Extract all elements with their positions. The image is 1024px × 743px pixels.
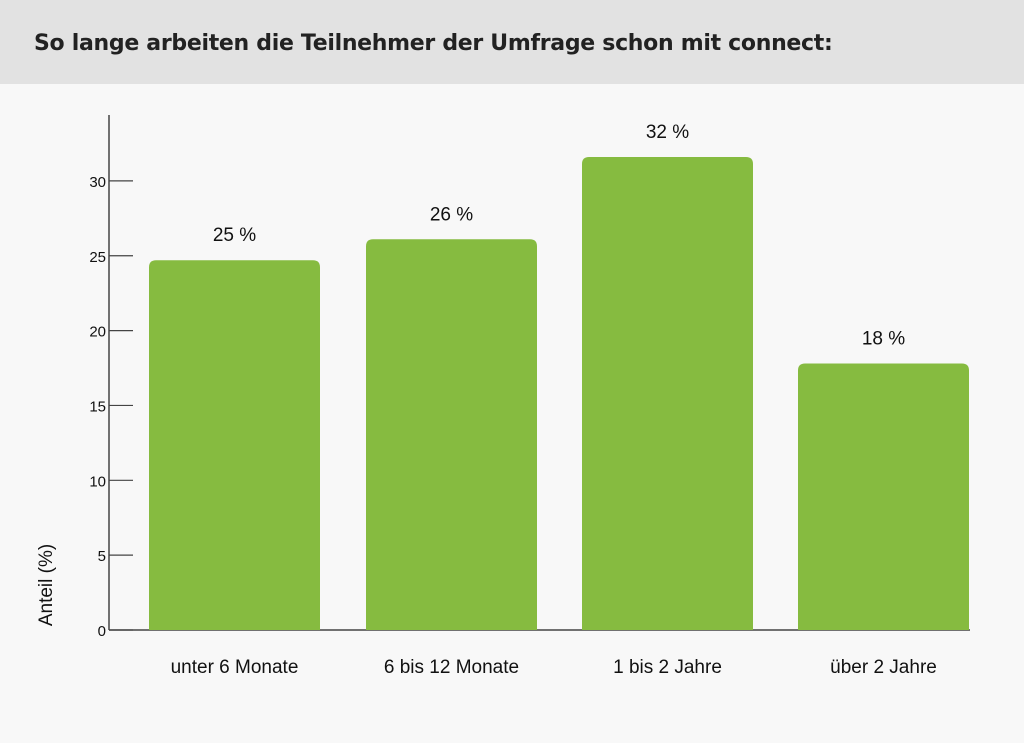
bar [582, 156, 753, 630]
title-banner: So lange arbeiten die Teilnehmer der Umf… [0, 0, 1024, 84]
x-tick-label: über 2 Jahre [830, 657, 937, 678]
y-tick-label: 10 [89, 473, 106, 490]
y-tick-label: 5 [98, 548, 106, 565]
data-label: 25 % [213, 225, 256, 246]
x-tick-label: unter 6 Monate [171, 657, 299, 678]
bar [149, 260, 320, 630]
x-tick-label: 1 bis 2 Jahre [613, 657, 722, 678]
bar [798, 363, 969, 630]
y-tick-label: 20 [89, 324, 106, 341]
data-label: 26 % [430, 204, 473, 225]
chart-title: So lange arbeiten die Teilnehmer der Umf… [34, 31, 833, 56]
y-axis-label: Anteil (%) [36, 544, 57, 626]
y-tick-label: 0 [98, 623, 106, 640]
y-tick-label: 25 [89, 249, 106, 266]
y-tick-label: 30 [89, 174, 106, 191]
data-label: 18 % [862, 329, 905, 350]
data-label: 32 % [646, 122, 689, 143]
y-tick-label: 15 [89, 398, 106, 415]
x-tick-label: 6 bis 12 Monate [384, 657, 519, 678]
bar [366, 239, 537, 630]
